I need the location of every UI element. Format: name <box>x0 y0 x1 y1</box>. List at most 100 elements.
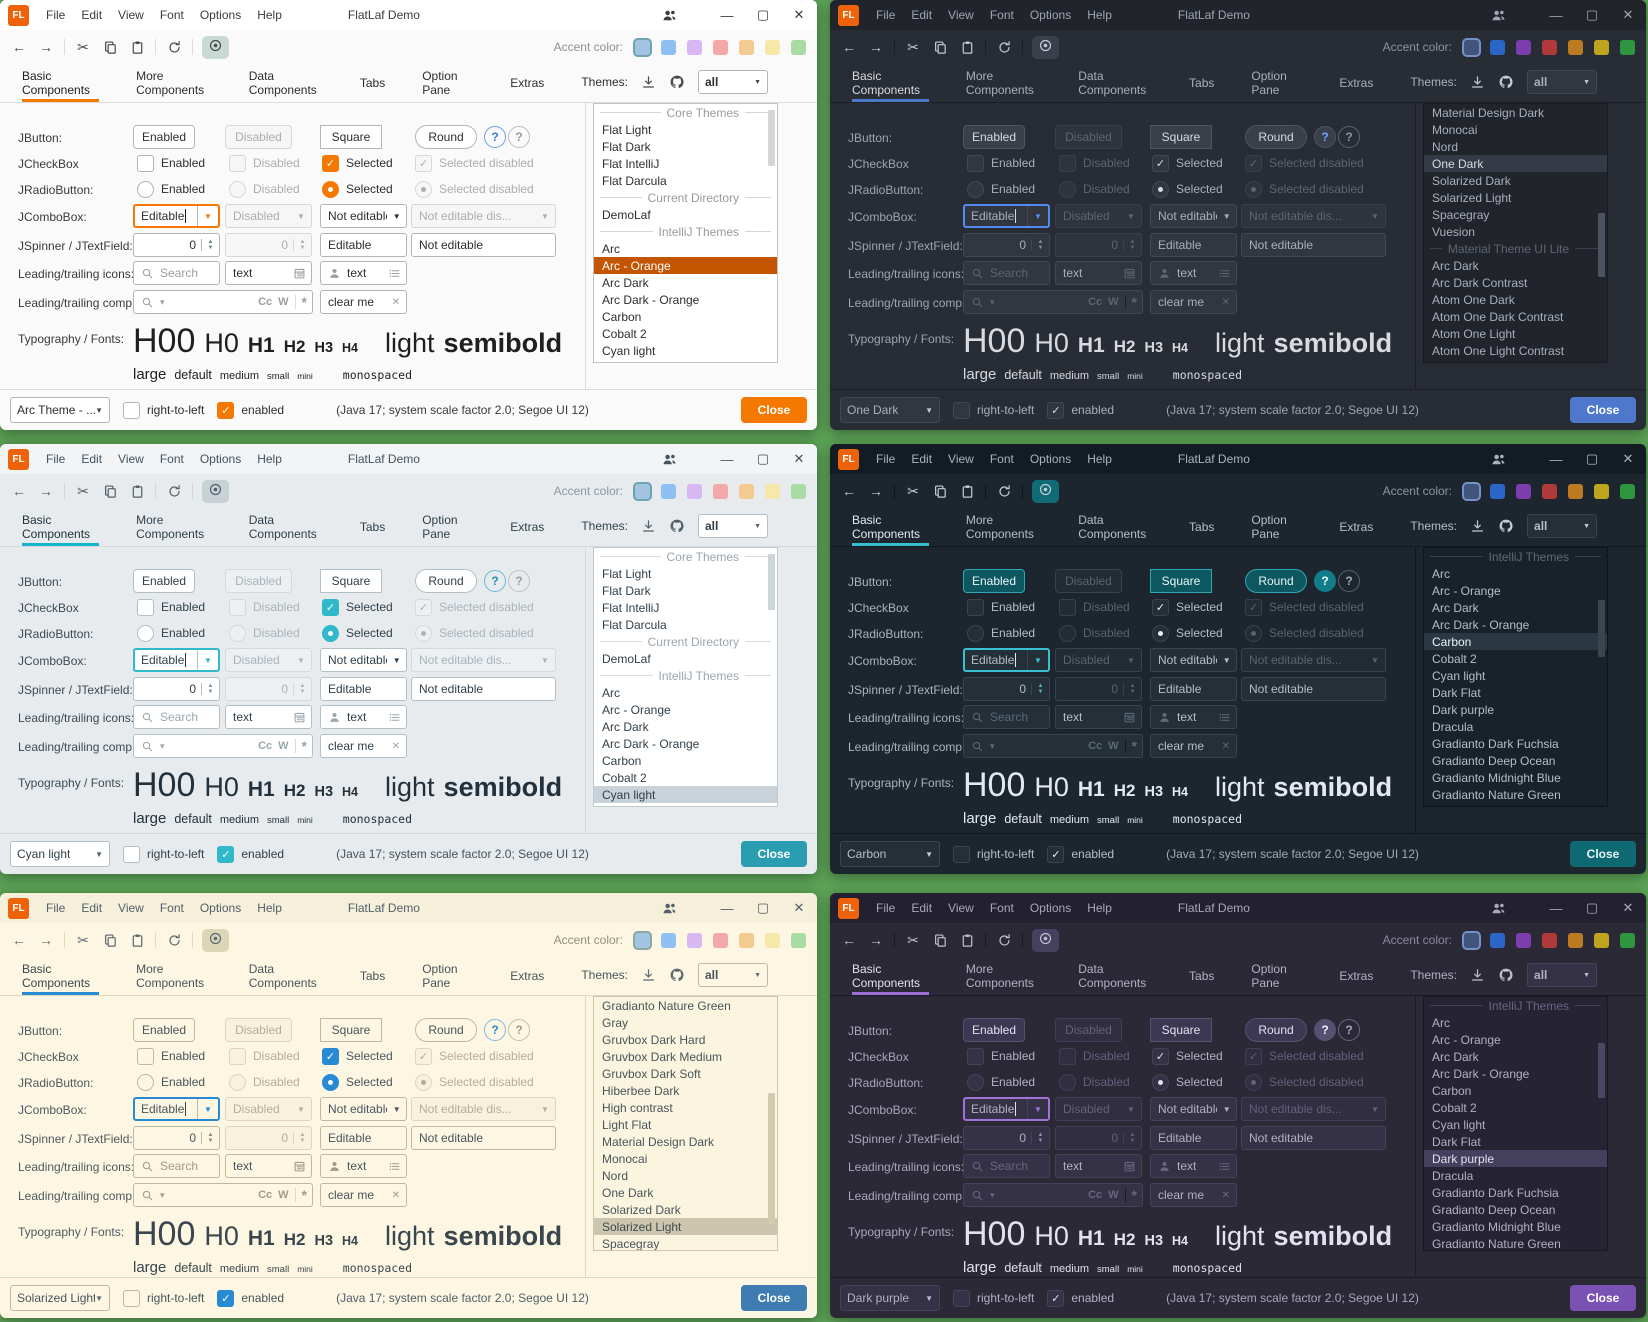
combobox-editable[interactable]: Editable ▼ <box>133 204 220 228</box>
theme-list-item[interactable]: Gray <box>602 1015 629 1030</box>
theme-list-item[interactable]: Arc <box>1432 1015 1450 1030</box>
menu-options[interactable]: Options <box>199 901 242 915</box>
theme-list-item[interactable]: Gradianto Nature Green <box>1432 787 1561 802</box>
theme-list-item[interactable]: Gradianto Nature Green <box>602 998 731 1013</box>
search-icon[interactable] <box>141 296 154 309</box>
rtl-checkbox[interactable]: right-to-left <box>123 1289 204 1307</box>
whole-word-button[interactable]: W <box>278 296 289 308</box>
menu-options[interactable]: Options <box>199 8 242 22</box>
theme-list-item[interactable]: Arc Dark - Orange <box>1432 1066 1530 1081</box>
date-field[interactable]: text <box>1055 705 1142 729</box>
theme-list-item[interactable]: Atom One Dark Contrast <box>1432 309 1564 324</box>
radiobutton-selected[interactable]: Selected <box>322 177 393 201</box>
theme-list-item[interactable]: Arc Dark <box>1432 1049 1479 1064</box>
search-icon[interactable] <box>141 1189 154 1202</box>
list-icon[interactable] <box>388 711 401 724</box>
combobox-disabled[interactable]: Disabled ▼ <box>1055 1097 1142 1121</box>
theme-list-item[interactable]: Solarized Light <box>1432 190 1512 205</box>
accent-swatch-2[interactable] <box>661 39 676 55</box>
minimize-button[interactable]: — <box>720 900 734 916</box>
theme-list-item[interactable]: Cobalt 2 <box>602 326 647 341</box>
button-square[interactable]: Square <box>1150 569 1212 593</box>
users-button[interactable] <box>1480 444 1516 474</box>
theme-list-item[interactable]: Carbon <box>1424 633 1607 650</box>
spinner-arrows-icon[interactable]: ▲ ▼ <box>293 1132 311 1144</box>
search-field[interactable]: Search <box>963 1154 1050 1178</box>
button-disabled[interactable]: Disabled <box>1055 125 1122 149</box>
theme-list-item[interactable]: Cyan light <box>602 343 656 358</box>
tab-tabs[interactable]: Tabs <box>1189 969 1215 983</box>
theme-list-item[interactable]: Atom One Dark <box>1432 292 1515 307</box>
menu-font[interactable]: Font <box>989 8 1014 22</box>
maximize-button[interactable]: ▢ <box>1585 451 1599 466</box>
users-button[interactable] <box>1480 893 1516 923</box>
theme-list-item[interactable]: Carbon <box>1432 1083 1472 1098</box>
forward-icon[interactable]: → <box>869 932 883 948</box>
search-icon[interactable] <box>971 1189 984 1202</box>
download-icon[interactable] <box>641 75 656 90</box>
spinner-arrows-icon[interactable]: ▲ ▼ <box>201 1132 219 1144</box>
button-disabled[interactable]: Disabled <box>1055 569 1122 593</box>
users-icon[interactable] <box>1491 8 1506 23</box>
theme-list-item[interactable]: Dark Flat <box>1432 1134 1481 1149</box>
match-case-button[interactable]: Cc <box>258 1189 273 1201</box>
combobox-not-editable[interactable]: Not editable ▼ <box>320 204 407 228</box>
eye-icon[interactable] <box>1038 482 1053 500</box>
tab-option-pane[interactable]: Option Pane <box>422 69 458 97</box>
radiobutton-selected[interactable]: Selected <box>1152 177 1223 201</box>
search-field[interactable]: Search <box>133 261 220 285</box>
forward-icon[interactable]: → <box>869 483 883 499</box>
match-case-button[interactable]: Cc <box>258 296 273 308</box>
menu-font[interactable]: Font <box>159 452 184 466</box>
theme-list-item[interactable]: Cyan light <box>594 786 777 803</box>
accent-swatch-2[interactable] <box>1490 39 1505 55</box>
checkbox-disabled[interactable]: Disabled <box>1059 1044 1130 1068</box>
combobox-not-editable[interactable]: Not editable ▼ <box>320 1097 407 1121</box>
theme-list-item[interactable]: One Dark <box>602 1185 654 1200</box>
search-field[interactable]: Search <box>963 705 1050 729</box>
tab-basic-components[interactable]: Basic Components <box>852 957 929 995</box>
accent-swatch-6[interactable] <box>765 483 780 499</box>
help-button-secondary[interactable]: ? <box>1338 570 1360 592</box>
users-button[interactable] <box>651 0 687 30</box>
checkbox-disabled[interactable]: Disabled <box>1059 151 1130 175</box>
accent-swatch-5[interactable] <box>739 39 754 55</box>
menu-view[interactable]: View <box>118 452 144 466</box>
close-button[interactable]: Close <box>741 397 807 423</box>
radiobutton-selected[interactable]: Selected <box>322 1070 393 1094</box>
paste-icon[interactable] <box>958 930 976 950</box>
theme-list-scrollbar[interactable] <box>767 549 776 805</box>
theme-list-item[interactable]: Arc <box>602 685 620 700</box>
theme-filter-combobox[interactable]: all ▼ <box>1527 514 1598 538</box>
accent-swatch-6[interactable] <box>1594 483 1609 499</box>
radiobutton-selected[interactable]: Selected <box>1152 1070 1223 1094</box>
button-square[interactable]: Square <box>1150 1018 1212 1042</box>
forward-icon[interactable]: → <box>869 39 883 55</box>
menu-file[interactable]: File <box>46 452 66 466</box>
accent-swatch-7[interactable] <box>791 483 806 499</box>
radiobutton-disabled[interactable]: Disabled <box>1059 177 1130 201</box>
textfield-not-editable[interactable]: Not editable <box>1241 1126 1386 1150</box>
tab-basic-components[interactable]: Basic Components <box>22 508 100 546</box>
accent-swatch-2[interactable] <box>661 932 676 948</box>
spinner-arrows-icon[interactable]: ▲ ▼ <box>293 683 311 695</box>
theme-list-item[interactable]: Arc - Orange <box>1432 1032 1501 1047</box>
search-icon[interactable] <box>971 740 984 753</box>
theme-list-item[interactable]: Flat Dark <box>602 139 651 154</box>
help-button[interactable]: ? <box>1314 570 1336 592</box>
menu-font[interactable]: Font <box>159 901 184 915</box>
tab-option-pane[interactable]: Option Pane <box>1251 962 1287 990</box>
radiobutton-disabled[interactable]: Disabled <box>1059 1070 1130 1094</box>
checkbox-selected-disabled[interactable]: ✓ Selected disabled <box>1245 151 1364 175</box>
accent-swatch-7[interactable] <box>1620 39 1635 55</box>
accent-swatch-4[interactable] <box>1542 483 1557 499</box>
theme-list-item[interactable]: Gradianto Midnight Blue <box>1432 1219 1561 1234</box>
copy-icon[interactable] <box>931 37 949 57</box>
radiobutton-enabled[interactable]: Enabled <box>967 177 1035 201</box>
spinner-arrows-icon[interactable]: ▲ ▼ <box>1123 1132 1141 1144</box>
theme-list-item[interactable]: DemoLaf <box>602 207 651 222</box>
accent-swatch-1[interactable] <box>1464 39 1479 55</box>
search-combo-field[interactable]: ▾ Cc W * <box>963 1183 1143 1207</box>
accent-swatch-6[interactable] <box>765 39 780 55</box>
theme-list-item[interactable]: Arc Dark - Orange <box>602 292 700 307</box>
